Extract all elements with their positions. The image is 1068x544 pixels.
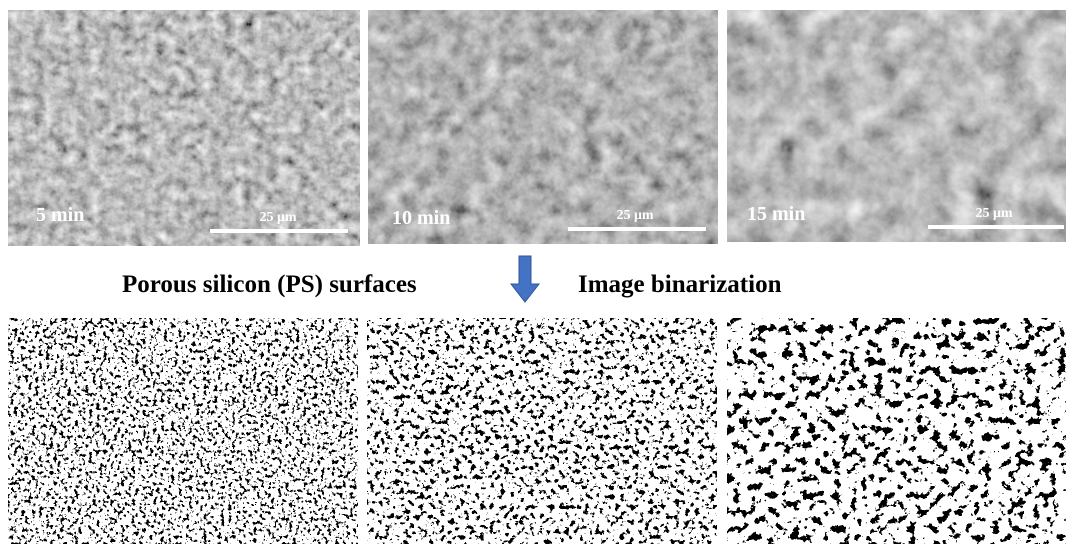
figure: 5 min 25 μm 10 min 25 μm 15 min 25 μm Po… [0,0,1068,544]
scale-label: 25 μm [975,206,1012,221]
caption: Image binarization [578,271,782,298]
binary-image [727,318,1066,544]
time-label: 15 min [747,203,805,225]
binary-image [8,318,358,544]
caption: Porous silicon (PS) surfaces [122,271,417,298]
scale-label: 25 μm [259,210,296,225]
time-label: 10 min [392,207,450,229]
scale-label: 25 μm [616,208,653,223]
scale-bar [210,229,348,233]
time-label: 5 min [36,204,84,226]
binary-image [367,318,717,544]
arrow [511,256,539,302]
scale-bar [568,227,706,231]
scale-bar [928,225,1064,229]
